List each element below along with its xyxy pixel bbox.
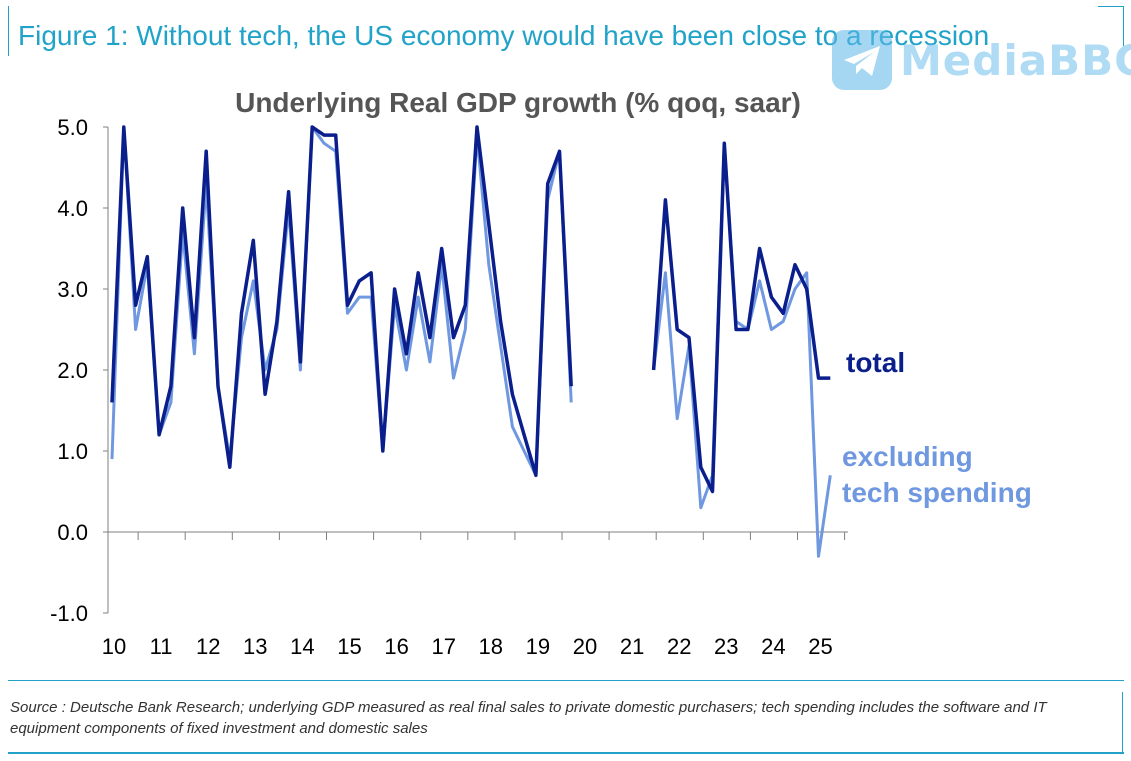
frame-line-right [1123,6,1124,46]
x-tick-label: 24 [761,634,785,659]
frame-line-bottom [8,752,1124,754]
y-tick-label: 3.0 [57,277,88,302]
y-tick-label: 1.0 [57,439,88,464]
chart: Underlying Real GDP growth (% qoq, saar)… [50,87,1032,659]
x-tick-label: 25 [808,634,832,659]
source-note: Source : Deutsche Bank Research; underly… [10,699,1047,737]
x-tick-label: 14 [290,634,314,659]
source-separator [8,680,1124,681]
y-tick-label: 5.0 [57,115,88,140]
x-tick-label: 23 [714,634,738,659]
series-label-ex-tech-line1: excluding [842,441,973,472]
telegram-plane-icon [832,30,892,90]
frame-line-left [8,6,9,56]
series-line-total [110,125,831,494]
watermark-text: MediaBBG [900,36,1131,85]
frame-line-right-lower [1122,692,1123,752]
x-tick-label: 15 [337,634,361,659]
x-tick-label: 13 [243,634,267,659]
series-label-ex-tech-line2: tech spending [842,477,1032,508]
y-tick-label: 2.0 [57,358,88,383]
x-tick-label: 11 [150,634,173,659]
watermark: MediaBBG [832,30,1131,92]
x-tick-label: 22 [667,634,691,659]
series-lines [110,125,832,558]
y-tick-label: 4.0 [57,196,88,221]
x-tick-label: 19 [526,634,550,659]
x-tick-label: 18 [479,634,503,659]
x-tick-label: 16 [384,634,408,659]
y-tick-label: 0.0 [57,520,88,545]
series-label-total: total [846,347,905,378]
x-tick-label: 17 [431,634,455,659]
x-axis-ticks: 10 11 12 13 14 15 16 17 18 19 20 21 22 23 24 25 [102,532,846,659]
x-tick-label: 20 [573,634,597,659]
figure-title: Figure 1: Without tech, the US economy w… [18,20,990,51]
chart-title: Underlying Real GDP growth (% qoq, saar) [235,87,801,118]
x-tick-label: 10 [102,634,126,659]
x-tick-label: 12 [196,634,220,659]
x-tick-label: 21 [620,634,644,659]
y-axis-ticks: 5.0 4.0 3.0 2.0 1.0 0.0 -1.0 [50,115,108,626]
y-tick-label: -1.0 [50,601,88,626]
frame-line-top [1098,6,1124,7]
